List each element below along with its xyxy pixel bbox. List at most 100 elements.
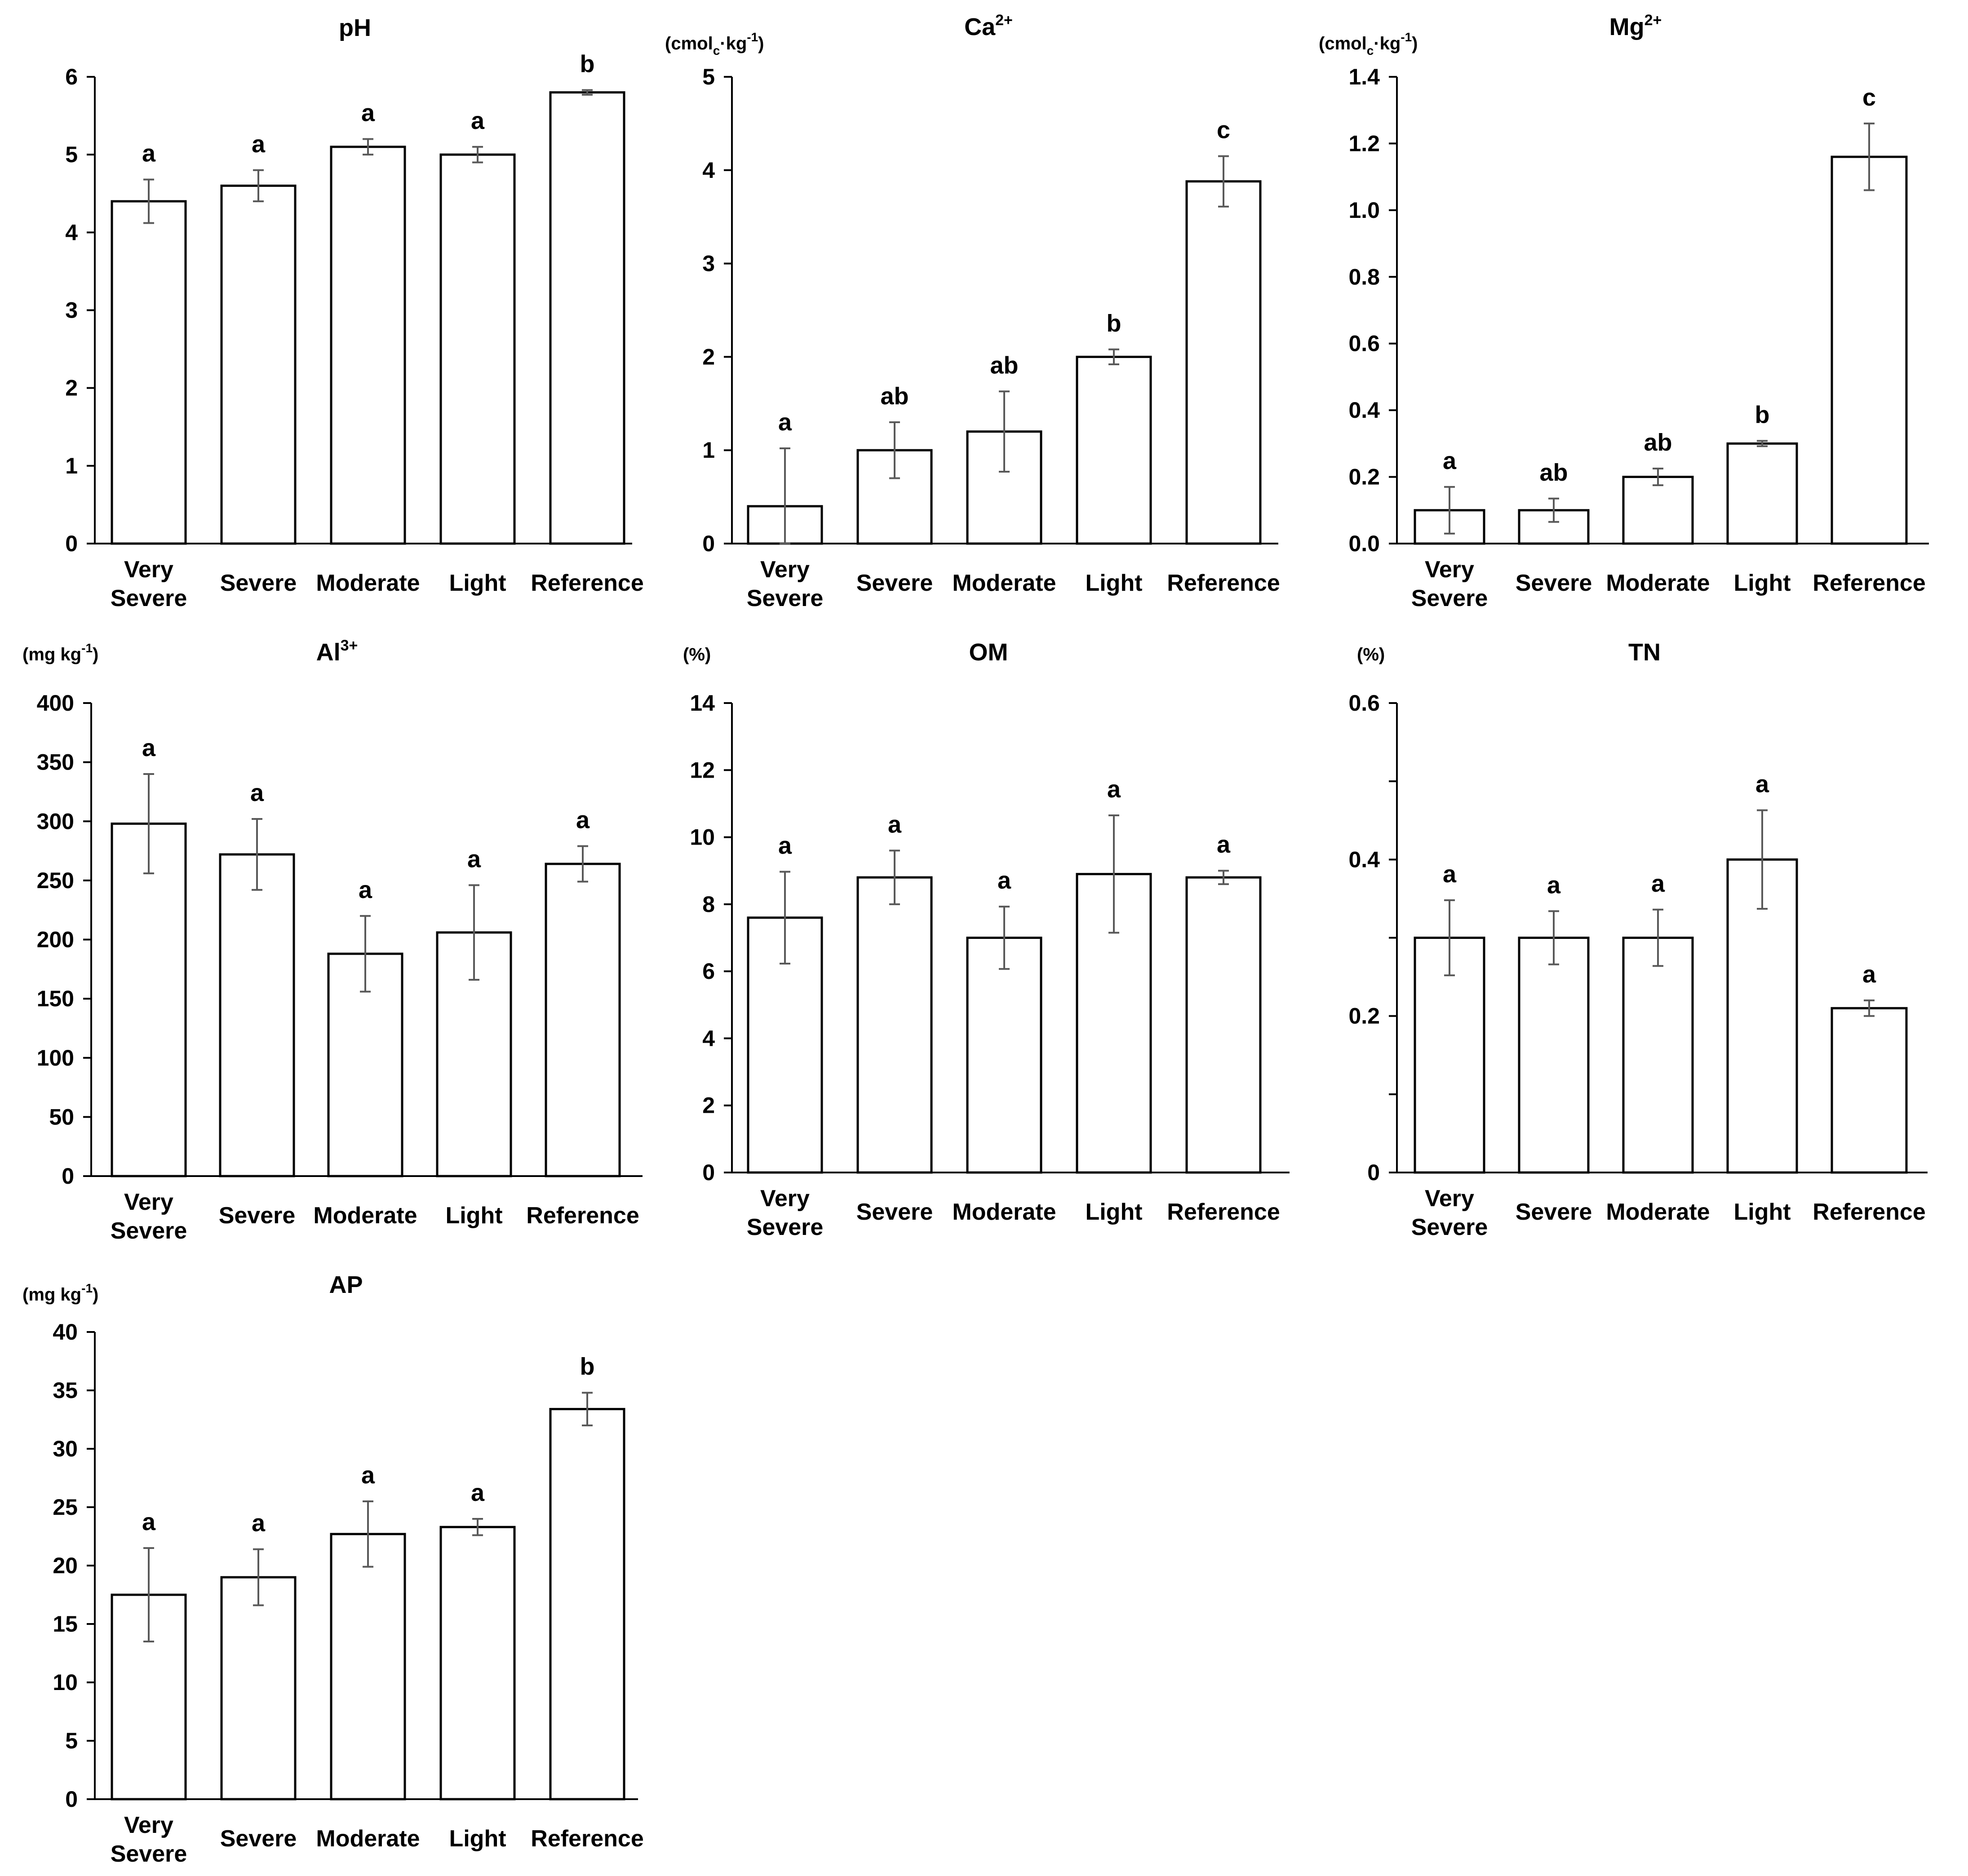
x-tick-label: Light	[449, 570, 506, 596]
y-tick-label: 14	[690, 690, 715, 716]
chart-panel-om: OM(%)02468101214aVerySevereaSevereaModer…	[683, 639, 1290, 1240]
bar	[439, 1526, 516, 1801]
significance-letter: a	[1547, 872, 1561, 898]
bar	[111, 823, 187, 1177]
unit-label: (%)	[683, 645, 711, 664]
chart-panel-ph: pH0123456aVerySevereaSevereaModerateaLig…	[65, 14, 644, 611]
y-tick-label: 1.4	[1348, 64, 1380, 89]
unit-label: (mg kg-1)	[22, 1281, 98, 1305]
y-tick-label: 8	[702, 892, 715, 917]
bar	[549, 91, 625, 545]
y-tick-label: 150	[37, 986, 74, 1011]
bar	[439, 153, 516, 545]
significance-letter: a	[252, 1510, 266, 1537]
chart-title: Mg2+	[1609, 12, 1662, 40]
x-tick-label: Severe	[747, 1214, 824, 1240]
unit-label: (%)	[1357, 645, 1385, 664]
significance-letter: a	[778, 832, 792, 859]
y-tick-label: 200	[37, 927, 74, 952]
significance-letter: a	[1651, 870, 1665, 897]
x-tick-label: Reference	[1813, 570, 1925, 596]
significance-letter: a	[142, 734, 156, 761]
bar	[1414, 937, 1485, 1174]
y-tick-label: 6	[65, 64, 78, 89]
x-tick-label: Light	[449, 1826, 506, 1852]
significance-letter: a	[1862, 961, 1876, 988]
bar	[1518, 937, 1590, 1174]
bar	[1831, 1007, 1908, 1174]
y-tick-label: 4	[702, 1026, 715, 1051]
bar	[1185, 180, 1262, 545]
bar	[330, 146, 406, 545]
chart-title: TN	[1628, 639, 1661, 666]
bar	[549, 1408, 625, 1801]
y-tick-label: 0.4	[1348, 847, 1380, 872]
significance-letter: c	[1862, 84, 1876, 111]
y-tick-label: 0	[1367, 1160, 1380, 1185]
chart-panel-al: Al3+ (mg kg-1) 0 50 100 150 200 250 300 350 400 a Ve…	[22, 637, 643, 1244]
y-tick-label: 1.2	[1348, 131, 1380, 156]
significance-letter: a	[576, 807, 590, 834]
bar	[1726, 442, 1798, 545]
bar	[1726, 858, 1798, 1174]
y-tick-label: 0.8	[1348, 264, 1380, 289]
x-tick-label: Very	[1425, 1186, 1474, 1212]
y-tick-label: 1	[702, 438, 715, 463]
x-tick-label: Very	[124, 557, 173, 583]
bar	[966, 937, 1042, 1174]
significance-letter: a	[1443, 861, 1457, 888]
bar	[219, 853, 295, 1177]
x-tick-label: Reference	[526, 1203, 639, 1229]
x-tick-label: Moderate	[952, 1199, 1056, 1225]
significance-letter: a	[359, 876, 372, 903]
y-tick-label: 400	[37, 690, 74, 716]
chart-title: OM	[969, 639, 1008, 666]
x-tick-label: Moderate	[1606, 570, 1710, 596]
x-tick-label: Severe	[111, 1218, 187, 1244]
y-tick-label: 0.2	[1348, 465, 1380, 490]
x-tick-label: Severe	[111, 1841, 187, 1867]
bar	[220, 1576, 297, 1801]
chart-title: pH	[339, 14, 371, 41]
bar	[856, 876, 933, 1174]
y-tick-label: 5	[65, 142, 78, 167]
y-tick-label: 35	[53, 1378, 78, 1403]
x-tick-label: Reference	[531, 570, 643, 596]
chart-panel-ap: AP (mg kg-1) 0 5 10 15 20 25 30 35 40 a Very Severe a S…	[22, 1271, 644, 1867]
y-tick-label: 2	[702, 344, 715, 369]
y-tick-label: 0	[65, 531, 78, 556]
x-tick-label: Severe	[1516, 1199, 1592, 1225]
y-tick-label: 12	[690, 757, 715, 783]
x-tick-label: Very	[760, 557, 810, 583]
x-tick-label: Moderate	[952, 570, 1056, 596]
bar	[1185, 876, 1262, 1174]
chart-title: AP	[329, 1271, 363, 1298]
bar	[1622, 937, 1694, 1174]
y-tick-label: 250	[37, 868, 74, 893]
significance-letter: ab	[1644, 429, 1672, 456]
y-tick-label: 2	[702, 1093, 715, 1118]
y-tick-label: 0	[62, 1164, 74, 1189]
y-tick-label: 0	[702, 1160, 715, 1185]
chart-title: Al3+	[316, 637, 358, 666]
significance-letter: a	[471, 1479, 485, 1506]
significance-letter: a	[361, 100, 375, 127]
x-tick-label: Severe	[1411, 1214, 1488, 1240]
x-tick-label: Severe	[856, 1199, 933, 1225]
y-tick-label: 5	[702, 64, 715, 89]
significance-letter: a	[142, 140, 156, 167]
x-tick-label: Moderate	[316, 570, 420, 596]
significance-letter: b	[580, 50, 595, 77]
significance-letter: a	[778, 409, 792, 436]
significance-letter: a	[361, 1462, 375, 1489]
x-tick-label: Light	[1733, 1199, 1791, 1225]
x-tick-label: Reference	[1167, 570, 1280, 596]
significance-letter: a	[1443, 447, 1457, 474]
bar	[545, 863, 621, 1177]
y-tick-label: 4	[702, 158, 715, 183]
x-tick-label: Very	[1425, 557, 1474, 583]
y-tick-label: 10	[690, 825, 715, 850]
y-tick-label: 0.6	[1348, 331, 1380, 356]
significance-letter: a	[250, 779, 264, 806]
